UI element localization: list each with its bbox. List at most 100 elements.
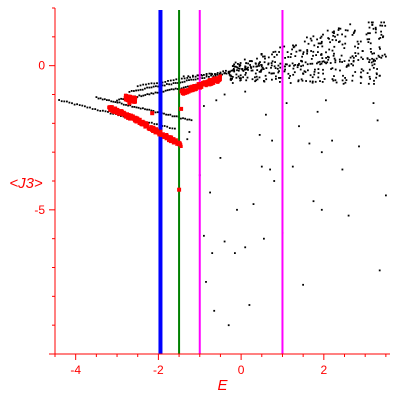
data-point	[323, 78, 326, 80]
data-point	[370, 21, 373, 24]
data-point	[284, 63, 287, 66]
data-point	[358, 145, 360, 148]
data-point	[334, 59, 337, 62]
data-point	[322, 33, 324, 36]
data-point	[156, 123, 158, 126]
data-point	[375, 28, 377, 31]
data-point	[341, 43, 344, 46]
x-tick-label: 0	[238, 363, 245, 377]
data-point	[283, 45, 286, 48]
data-point	[255, 79, 257, 82]
data-point	[170, 88, 173, 91]
data-point	[334, 68, 337, 71]
data-point	[237, 67, 240, 70]
data-point	[351, 74, 354, 77]
data-point	[379, 37, 382, 39]
data-point	[133, 106, 136, 108]
data-point	[234, 61, 237, 64]
data-point	[139, 84, 142, 87]
data-point	[312, 54, 314, 57]
data-point	[279, 46, 281, 49]
data-point	[288, 64, 291, 67]
data-point	[168, 127, 171, 129]
data-point	[180, 117, 182, 120]
data-point	[261, 66, 264, 69]
data-point	[279, 62, 282, 65]
data-point	[140, 95, 143, 98]
data-point	[232, 69, 234, 72]
data-point	[329, 62, 332, 64]
data-point	[128, 91, 131, 93]
data-point	[304, 71, 307, 73]
highlight-point	[127, 101, 132, 106]
highlight-point	[174, 138, 178, 142]
data-point	[153, 82, 156, 85]
data-point	[277, 64, 280, 67]
data-point	[225, 69, 227, 72]
data-point	[262, 68, 265, 70]
data-point	[271, 60, 274, 63]
highlight-point	[133, 99, 137, 103]
data-point	[189, 76, 191, 79]
data-point	[293, 45, 296, 48]
data-point	[314, 68, 316, 71]
data-point	[360, 56, 363, 59]
data-point	[321, 60, 324, 63]
data-point	[170, 83, 173, 86]
data-point	[153, 123, 156, 125]
data-point	[232, 64, 235, 67]
data-point	[181, 81, 184, 84]
data-point	[320, 40, 323, 43]
data-point	[351, 34, 354, 36]
data-point	[305, 80, 307, 82]
data-point	[339, 69, 341, 72]
data-point	[224, 72, 226, 74]
data-point	[320, 151, 323, 154]
data-point	[174, 87, 177, 90]
data-point	[329, 41, 331, 44]
data-point	[267, 63, 270, 66]
data-point	[357, 52, 360, 55]
data-point	[246, 76, 249, 79]
tick-layer: -4 -2 0 2 0 -5	[34, 7, 387, 377]
data-point	[210, 72, 213, 75]
highlight-point	[200, 85, 204, 89]
data-point	[319, 37, 322, 39]
data-point	[347, 63, 350, 66]
data-point	[302, 64, 304, 67]
data-point	[230, 69, 233, 72]
data-point	[320, 208, 323, 211]
data-point	[335, 39, 337, 42]
data-point	[239, 62, 242, 64]
x-axis-title: E	[217, 377, 228, 394]
data-point	[275, 75, 277, 78]
data-point	[311, 76, 314, 79]
data-point	[271, 78, 273, 81]
data-point	[263, 80, 266, 83]
data-point	[354, 29, 356, 32]
data-point	[258, 62, 261, 65]
data-point	[233, 70, 236, 73]
data-point	[163, 112, 165, 115]
data-point	[222, 70, 225, 73]
data-point	[237, 69, 240, 72]
data-point	[182, 86, 185, 89]
data-point	[285, 102, 288, 104]
data-point	[135, 106, 138, 109]
data-point	[333, 32, 335, 34]
data-point	[314, 80, 317, 83]
data-point	[368, 68, 371, 71]
highlight-point	[123, 111, 127, 115]
data-point	[291, 48, 293, 51]
data-point	[365, 33, 368, 36]
data-point	[328, 56, 330, 59]
data-point	[306, 50, 309, 53]
highlight-point	[151, 129, 155, 133]
data-point	[335, 81, 338, 84]
data-point	[228, 73, 231, 76]
data-point	[254, 76, 256, 79]
data-point	[380, 21, 383, 24]
data-point	[166, 83, 168, 85]
data-point	[63, 100, 66, 103]
data-point	[221, 73, 223, 76]
